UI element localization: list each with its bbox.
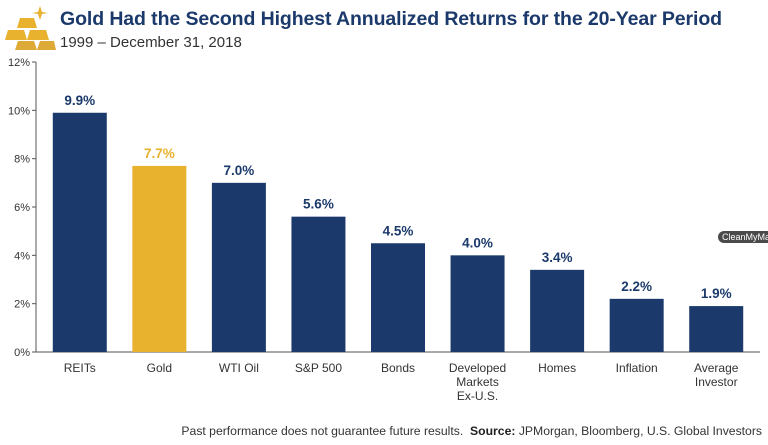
bar-5 <box>450 255 505 352</box>
y-tick-label: 8% <box>14 154 30 166</box>
data-label-2: 7.0% <box>223 163 254 178</box>
page-title: Gold Had the Second Highest Annualized R… <box>60 8 722 30</box>
y-tick-label: 4% <box>14 250 30 262</box>
data-label-3: 5.6% <box>303 197 334 212</box>
data-label-5: 4.0% <box>462 235 493 250</box>
bar-6 <box>530 269 585 352</box>
disclaimer-text: Past performance does not guarantee futu… <box>181 424 464 438</box>
source-label: Source: <box>470 424 516 438</box>
x-tick-label-7: Inflation <box>616 361 658 375</box>
bar-1 <box>132 165 187 352</box>
bar-7 <box>609 298 664 352</box>
x-tick-label-2: WTI Oil <box>219 361 259 375</box>
bar-2 <box>211 182 266 352</box>
bar-4 <box>371 243 425 352</box>
data-label-4: 4.5% <box>383 223 414 238</box>
x-tick-label-3: S&P 500 <box>295 361 342 375</box>
y-tick-label: 10% <box>8 105 30 117</box>
gold-bars-icon <box>5 6 56 50</box>
x-tick-label-8: Average Investor <box>694 361 739 389</box>
bar-0 <box>52 112 107 352</box>
y-tick-label: 0% <box>14 347 30 359</box>
page-subtitle: 1999 – December 31, 2018 <box>60 34 242 51</box>
x-tick-label-1: Gold <box>147 361 172 375</box>
bar-3 <box>291 216 346 352</box>
watermark-badge: CleanMyMa <box>718 231 768 243</box>
y-tick-label: 2% <box>14 299 30 311</box>
x-tick-label-6: Homes <box>538 361 576 375</box>
x-tick-label-0: REITs <box>64 361 96 375</box>
x-tick-label-4: Bonds <box>381 361 415 375</box>
data-label-1: 7.7% <box>144 146 175 161</box>
bar-8 <box>689 306 744 352</box>
x-tick-label-5: Developed Markets Ex-U.S. <box>449 361 506 403</box>
data-label-8: 1.9% <box>701 286 732 301</box>
y-tick-label: 6% <box>14 202 30 214</box>
data-label-6: 3.4% <box>542 250 573 265</box>
data-label-7: 2.2% <box>621 279 652 294</box>
data-label-0: 9.9% <box>64 93 95 108</box>
y-tick-label: 12% <box>8 57 30 69</box>
footer: Past performance does not guarantee futu… <box>181 424 762 438</box>
source-text: JPMorgan, Bloomberg, U.S. Global Investo… <box>518 424 762 438</box>
